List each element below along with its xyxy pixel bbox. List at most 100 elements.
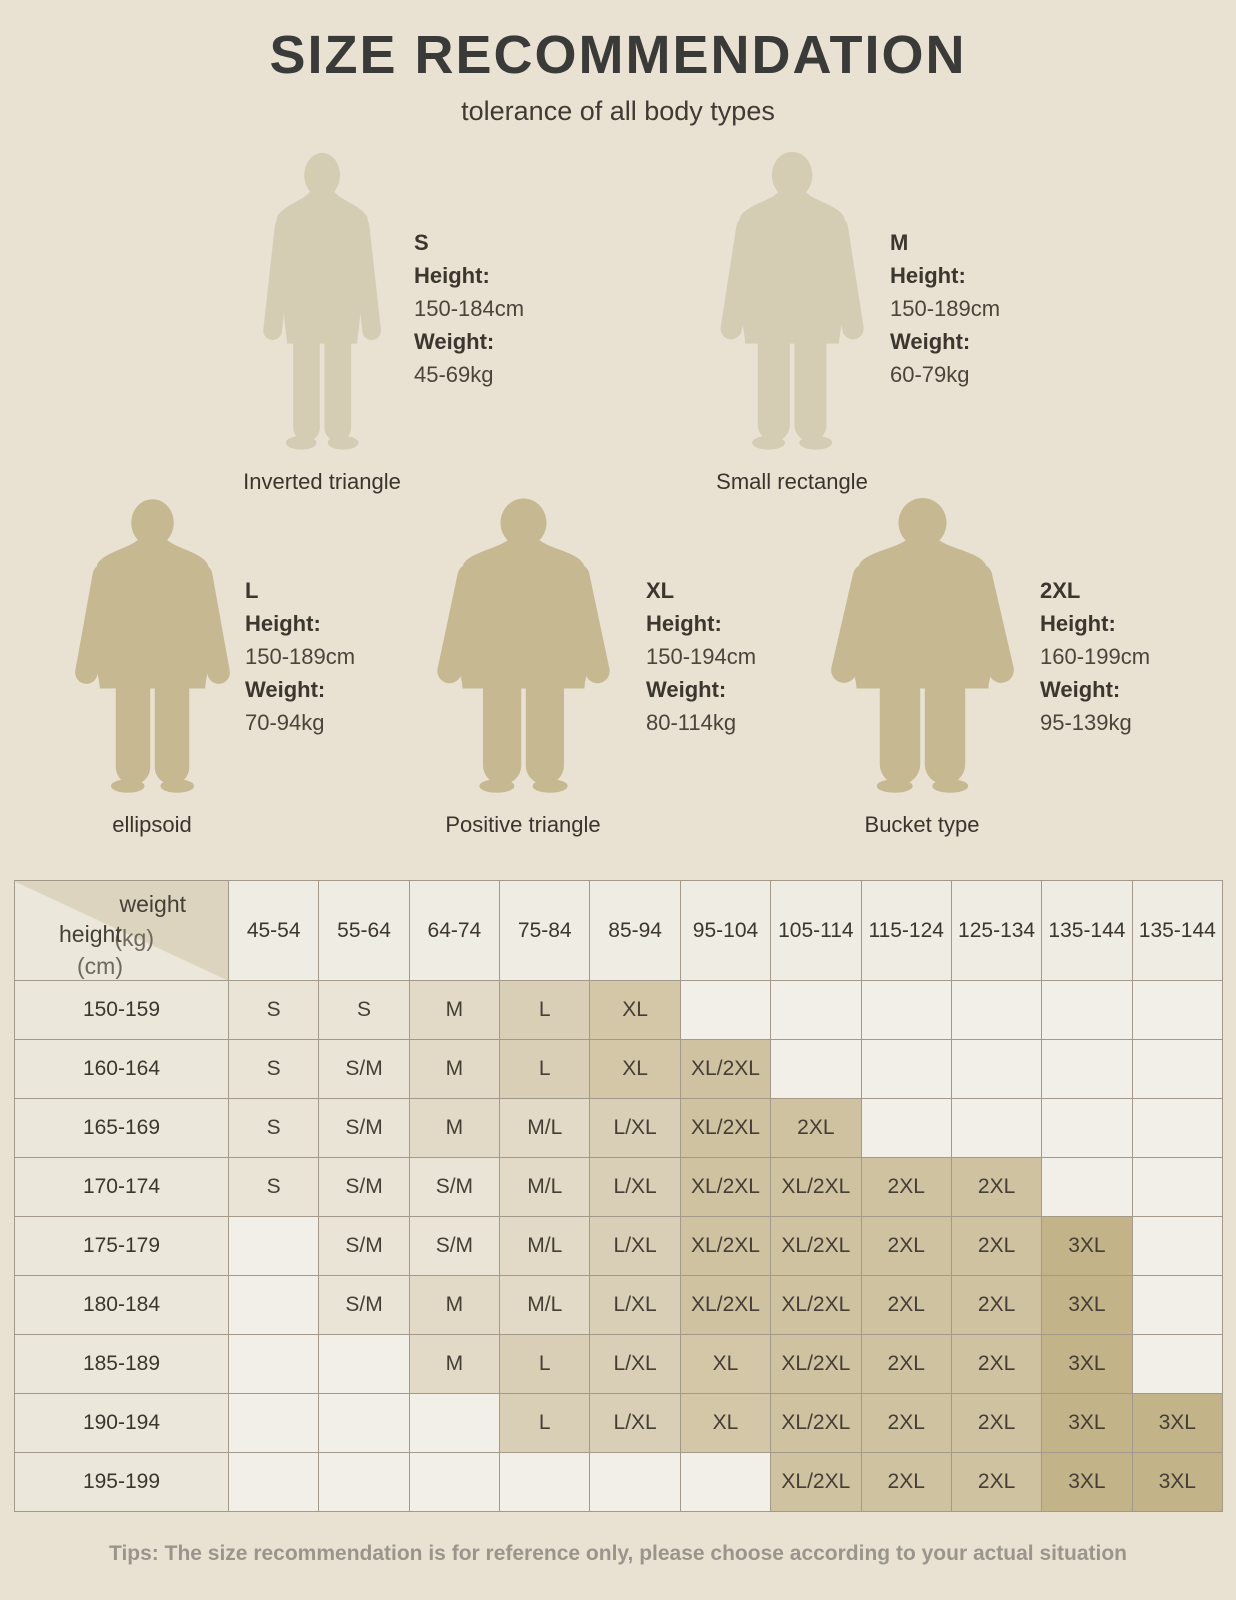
col-header-weight: 85-94 — [590, 881, 681, 981]
size-cell — [1132, 1276, 1223, 1335]
figure-info-inverted-triangle: S Height: 150-184cm Weight: 45-69kg — [414, 226, 524, 391]
size-cell: M — [409, 981, 501, 1040]
size-cell: L — [500, 1335, 591, 1394]
size-table: weight (kg) height (cm) 45-54 55-64 64-74 7… — [14, 880, 1223, 1512]
size-cell — [1042, 981, 1133, 1040]
figure-inverted-triangle: Inverted triangle — [222, 150, 422, 495]
size-cell: 2XL — [861, 1276, 952, 1335]
size-cell — [1132, 1158, 1223, 1217]
size-label: 2XL — [1040, 578, 1081, 603]
size-cell: XL/2XL — [771, 1335, 862, 1394]
size-cell: L — [500, 1394, 591, 1453]
size-cell — [1132, 1335, 1223, 1394]
size-cell: 2XL — [771, 1099, 862, 1158]
size-cell: M/L — [500, 1217, 591, 1276]
size-cell: XL/2XL — [680, 1158, 772, 1217]
figure-bucket-type: Bucket type — [822, 498, 1022, 838]
height-label: Height: — [245, 611, 321, 636]
row-header-height: 175-179 — [15, 1217, 229, 1276]
size-cell — [1042, 1158, 1133, 1217]
size-cell: M/L — [500, 1099, 591, 1158]
weight-label: Weight: — [890, 329, 971, 354]
size-cell — [680, 1453, 772, 1512]
size-cell — [1132, 1040, 1223, 1099]
size-cell: 2XL — [861, 1217, 952, 1276]
body-silhouette-icon — [720, 151, 864, 450]
size-cell: 2XL — [951, 1158, 1043, 1217]
row-header-height: 185-189 — [15, 1335, 229, 1394]
size-cell — [1132, 1099, 1223, 1158]
size-cell: S/M — [319, 1099, 410, 1158]
body-silhouette-icon — [74, 499, 230, 793]
size-cell: L — [500, 981, 591, 1040]
page-subtitle: tolerance of all body types — [461, 96, 775, 126]
size-cell: XL/2XL — [680, 1217, 772, 1276]
figure-info-bucket-type: 2XL Height: 160-199cm Weight: 95-139kg — [1040, 574, 1150, 739]
size-cell: XL — [680, 1335, 772, 1394]
size-cell: 2XL — [861, 1335, 952, 1394]
figure-small-rectangle: Small rectangle — [692, 150, 892, 495]
height-label: Height: — [646, 611, 722, 636]
size-label: S — [414, 230, 429, 255]
size-cell: XL/2XL — [680, 1099, 772, 1158]
size-cell — [500, 1453, 591, 1512]
size-cell — [409, 1394, 501, 1453]
size-cell: 2XL — [861, 1158, 952, 1217]
size-cell — [771, 1040, 862, 1099]
size-cell — [229, 1217, 320, 1276]
size-cell: M/L — [500, 1158, 591, 1217]
size-cell — [861, 981, 952, 1040]
corner-height-label: height — [59, 921, 122, 947]
size-cell: L/XL — [590, 1158, 681, 1217]
size-cell: XL — [590, 981, 681, 1040]
size-cell — [319, 1335, 410, 1394]
weight-label: Weight: — [414, 329, 495, 354]
weight-label: Weight: — [245, 677, 326, 702]
size-cell: 2XL — [951, 1276, 1043, 1335]
size-cell: 3XL — [1132, 1453, 1223, 1512]
size-cell — [229, 1276, 320, 1335]
weight-label: Weight: — [1040, 677, 1121, 702]
size-cell: S/M — [319, 1040, 410, 1099]
size-cell — [409, 1453, 501, 1512]
corner-weight-unit: (kg) — [114, 925, 154, 951]
body-type-label: Positive triangle — [445, 812, 601, 837]
size-cell: S/M — [319, 1217, 410, 1276]
size-cell: 3XL — [1042, 1394, 1133, 1453]
figure-ellipsoid: ellipsoid — [52, 498, 252, 838]
size-cell: XL — [590, 1040, 681, 1099]
size-cell: 2XL — [951, 1453, 1043, 1512]
tips-note: Tips: The size recommendation is for ref… — [109, 1542, 1127, 1565]
size-cell: S — [229, 1158, 320, 1217]
height-value: 150-189cm — [890, 296, 1001, 321]
size-cell: S/M — [319, 1276, 410, 1335]
size-cell: M — [409, 1335, 501, 1394]
height-label: Height: — [414, 263, 490, 288]
size-cell — [861, 1040, 952, 1099]
figure-positive-triangle: Positive triangle — [423, 498, 623, 838]
height-value: 150-184cm — [414, 296, 525, 321]
size-label: L — [245, 578, 259, 603]
size-cell — [1132, 981, 1223, 1040]
size-cell: M — [409, 1040, 501, 1099]
weight-value: 45-69kg — [414, 362, 494, 387]
size-cell — [951, 1040, 1043, 1099]
body-silhouette-icon — [436, 498, 610, 793]
height-value: 160-199cm — [1040, 644, 1151, 669]
size-cell: 3XL — [1042, 1335, 1133, 1394]
size-cell: L — [500, 1040, 591, 1099]
size-cell: S/M — [409, 1217, 501, 1276]
col-header-weight: 45-54 — [229, 881, 320, 981]
size-label: XL — [646, 578, 675, 603]
size-cell: S/M — [319, 1158, 410, 1217]
size-cell: S — [319, 981, 410, 1040]
height-value: 150-189cm — [245, 644, 356, 669]
size-cell — [680, 981, 772, 1040]
size-cell — [951, 1099, 1043, 1158]
size-cell — [951, 981, 1043, 1040]
size-cell: XL/2XL — [771, 1453, 862, 1512]
col-header-weight: 135-144 — [1042, 881, 1133, 981]
weight-value: 60-79kg — [890, 362, 970, 387]
corner-weight-label: weight — [119, 891, 186, 917]
